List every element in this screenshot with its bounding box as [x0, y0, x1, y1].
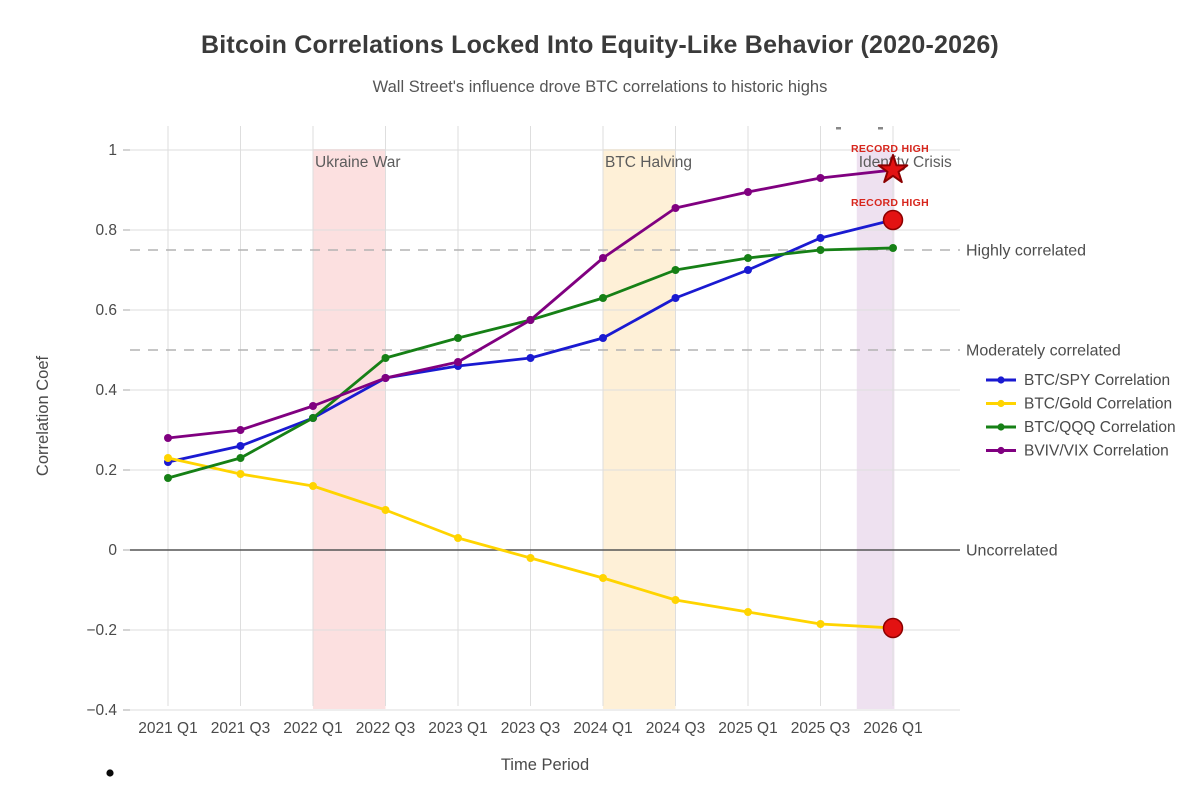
record-star-marker: [877, 154, 909, 184]
point-btc-qqq-correlation-8: [744, 254, 752, 262]
record-dot-marker-2: [882, 617, 904, 639]
point-bviv-vix-correlation-4: [454, 358, 462, 366]
chart-subtitle: Wall Street's influence drove BTC correl…: [372, 78, 828, 96]
x-tick-label-2022-q1: 2022 Q1: [283, 720, 342, 737]
y-tick-label--0.4: −0.4: [86, 702, 117, 719]
band-label-identity-crisis: Identity Crisis: [859, 154, 952, 171]
point-btc-gold-correlation-9: [816, 620, 825, 628]
record-high-label-0: RECORD HIGH: [851, 143, 929, 155]
point-btc-qqq-correlation-3: [381, 354, 390, 362]
point-btc-gold-correlation-0: [164, 454, 172, 462]
y-tick-label--0.2: −0.2: [86, 622, 117, 639]
point-bviv-vix-correlation-8: [744, 188, 752, 196]
point-btc-qqq-correlation-7: [671, 266, 680, 274]
ref-label-uncorrelated: Uncorrelated: [966, 543, 1058, 560]
clipped-text-mark: [836, 127, 841, 130]
legend-dot-bviv-vix-correlation: [997, 446, 1005, 455]
point-btc-qqq-correlation-6: [599, 294, 607, 302]
point-btc-gold-correlation-4: [454, 534, 462, 542]
legend-item-btc-gold-correlation: BTC/Gold Correlation: [1024, 396, 1172, 413]
y-tick-label-0: 0: [108, 542, 117, 559]
point-btc-spy-correlation-9: [816, 234, 825, 242]
x-tick-label-2023-q3: 2023 Q3: [501, 720, 560, 737]
chart-title: Bitcoin Correlations Locked Into Equity-…: [201, 31, 999, 59]
legend-item-btc-spy-correlation: BTC/SPY Correlation: [1024, 372, 1170, 389]
x-tick-label-2024-q3: 2024 Q3: [646, 720, 705, 737]
legend-dot-btc-qqq-correlation: [997, 423, 1005, 431]
point-btc-qqq-correlation-10: [889, 244, 897, 252]
point-btc-qqq-correlation-0: [164, 474, 172, 482]
x-tick-label-2021-q3: 2021 Q3: [211, 720, 270, 737]
point-btc-qqq-correlation-1: [236, 454, 245, 462]
band-identity-crisis: [856, 149, 895, 709]
point-btc-gold-correlation-6: [599, 574, 607, 582]
point-btc-qqq-correlation-4: [454, 334, 462, 342]
x-tick-label-2026-q1: 2026 Q1: [863, 720, 922, 737]
point-bviv-vix-correlation-5: [526, 316, 535, 324]
point-btc-spy-correlation-1: [236, 442, 245, 450]
y-tick-label-0.2: 0.2: [95, 462, 117, 479]
ref-label-highly-correlated: Highly correlated: [966, 243, 1086, 260]
x-tick-label-2025-q3: 2025 Q3: [791, 720, 850, 737]
legend-item-btc-qqq-correlation: BTC/QQQ Correlation: [1024, 419, 1176, 436]
legend-dot-btc-gold-correlation: [997, 399, 1005, 408]
point-bviv-vix-correlation-9: [816, 174, 825, 182]
point-btc-gold-correlation-2: [309, 482, 317, 490]
legend-dot-btc-spy-correlation: [997, 376, 1005, 384]
point-btc-qqq-correlation-2: [309, 414, 317, 422]
x-tick-label-2024-q1: 2024 Q1: [573, 720, 632, 737]
point-btc-qqq-correlation-9: [816, 246, 825, 254]
y-tick-label-0.6: 0.6: [95, 302, 117, 319]
point-btc-spy-correlation-6: [599, 334, 607, 342]
ref-label-moderately-correlated: Moderately correlated: [966, 343, 1121, 360]
x-tick-label-2025-q1: 2025 Q1: [718, 720, 777, 737]
x-tick-label-2022-q3: 2022 Q3: [356, 720, 415, 737]
stray-bullet-dot: [106, 769, 114, 777]
point-bviv-vix-correlation-3: [381, 374, 390, 382]
record-dot-marker-1: [882, 209, 904, 231]
point-btc-spy-correlation-5: [526, 354, 535, 362]
legend-item-bviv-vix-correlation: BVIV/VIX Correlation: [1024, 443, 1169, 460]
point-btc-gold-correlation-3: [381, 506, 390, 514]
y-axis-label: Correlation Coef: [34, 356, 52, 477]
point-bviv-vix-correlation-2: [309, 402, 317, 410]
band-label-btc-halving: BTC Halving: [605, 154, 692, 171]
point-btc-gold-correlation-8: [744, 608, 752, 616]
point-bviv-vix-correlation-1: [236, 426, 245, 434]
x-tick-label-2021-q1: 2021 Q1: [138, 720, 197, 737]
band-btc-halving: [603, 149, 676, 709]
point-btc-gold-correlation-1: [236, 470, 245, 478]
band-label-ukraine-war: Ukraine War: [315, 154, 401, 171]
y-tick-label-0.4: 0.4: [95, 382, 117, 399]
x-axis-label: Time Period: [501, 756, 589, 774]
point-bviv-vix-correlation-0: [164, 434, 172, 442]
point-btc-spy-correlation-8: [744, 266, 752, 274]
x-tick-label-2023-q1: 2023 Q1: [428, 720, 487, 737]
record-high-label-1: RECORD HIGH: [851, 197, 929, 209]
y-tick-label-1: 1: [108, 142, 117, 159]
point-bviv-vix-correlation-6: [599, 254, 607, 262]
clipped-text-mark: [878, 127, 883, 130]
point-btc-spy-correlation-7: [671, 294, 680, 302]
point-bviv-vix-correlation-7: [671, 204, 680, 212]
y-tick-label-0.8: 0.8: [95, 222, 117, 239]
point-btc-gold-correlation-7: [671, 596, 680, 604]
band-ukraine-war: [313, 149, 386, 709]
point-btc-gold-correlation-5: [526, 554, 535, 562]
